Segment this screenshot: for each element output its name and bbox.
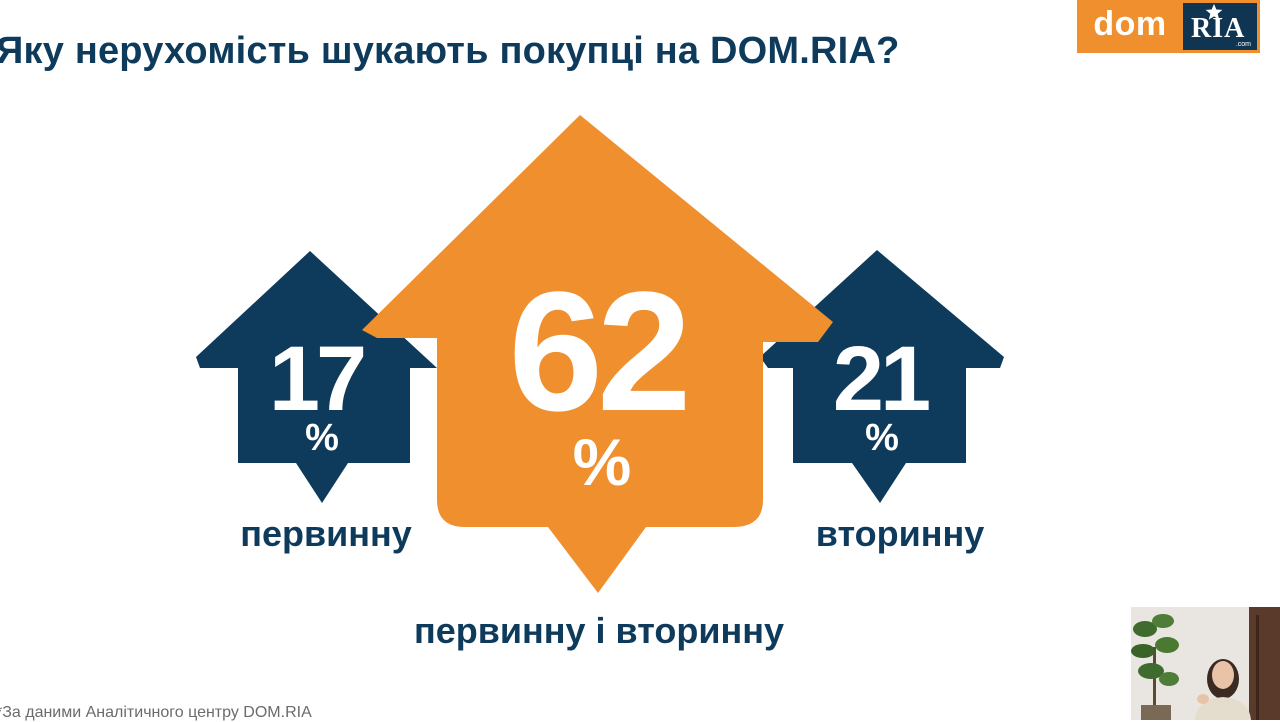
logo-dom-text: dom bbox=[1077, 0, 1183, 53]
unit-primary: % bbox=[305, 417, 339, 459]
logo-ria-block: RIA .com bbox=[1183, 0, 1260, 53]
unit-both: % bbox=[573, 425, 632, 499]
label-primary: первинну bbox=[240, 513, 412, 554]
house-primary-shape bbox=[196, 251, 437, 503]
dom-ria-logo[interactable]: dom RIA .com bbox=[1077, 0, 1260, 53]
value-secondary: 21 bbox=[833, 328, 929, 430]
webcam-door-detail bbox=[1256, 615, 1259, 720]
house-both-shape bbox=[362, 115, 833, 593]
logo-com-text: .com bbox=[1235, 41, 1251, 48]
logo-ria-text: RIA bbox=[1191, 13, 1246, 44]
label-both: первинну і вторинну bbox=[414, 610, 784, 651]
webcam-door bbox=[1249, 607, 1280, 720]
value-both: 62 bbox=[508, 257, 685, 447]
page-title: Яку нерухомість шукають покупці на DOM.R… bbox=[0, 30, 900, 72]
star-icon bbox=[1205, 3, 1223, 20]
source-footnote: *За даними Аналітичного центру DOM.RIA bbox=[0, 704, 312, 721]
label-secondary: вторинну bbox=[816, 513, 984, 554]
unit-secondary: % bbox=[865, 417, 899, 459]
presenter-avatar bbox=[1195, 659, 1251, 720]
value-primary: 17 bbox=[269, 328, 364, 430]
plant-icon bbox=[1131, 614, 1179, 720]
presenter-webcam bbox=[1131, 607, 1280, 720]
